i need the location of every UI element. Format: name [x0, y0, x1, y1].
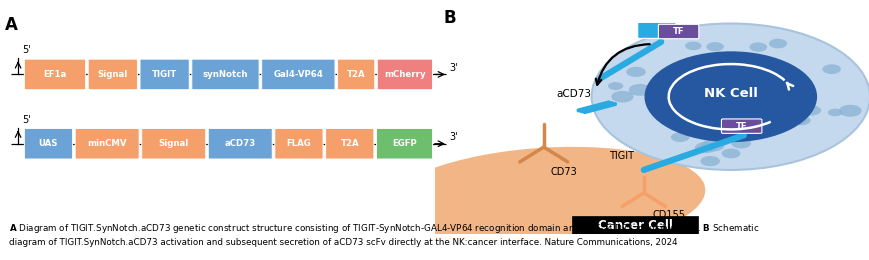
Circle shape: [646, 93, 662, 101]
Text: TF: TF: [735, 122, 746, 131]
FancyBboxPatch shape: [325, 128, 374, 159]
Circle shape: [800, 105, 820, 116]
Circle shape: [700, 156, 720, 166]
Circle shape: [700, 139, 724, 152]
FancyBboxPatch shape: [637, 22, 675, 38]
FancyBboxPatch shape: [376, 128, 432, 159]
Text: NK Cell: NK Cell: [703, 87, 757, 100]
Text: EF1a: EF1a: [43, 70, 67, 79]
Circle shape: [666, 65, 683, 74]
FancyBboxPatch shape: [140, 59, 189, 90]
FancyBboxPatch shape: [88, 59, 137, 90]
Text: mCherry: mCherry: [384, 70, 425, 79]
Text: B: B: [443, 9, 456, 27]
Circle shape: [628, 84, 651, 96]
Text: UAS: UAS: [39, 139, 58, 148]
Circle shape: [644, 51, 816, 142]
Text: TIGIT: TIGIT: [608, 151, 634, 161]
Circle shape: [684, 42, 700, 50]
Text: $\bf{A}$ Diagram of TIGIT.SynNotch.aCD73 genetic construct structure consisting : $\bf{A}$ Diagram of TIGIT.SynNotch.aCD73…: [9, 222, 759, 246]
FancyBboxPatch shape: [337, 59, 375, 90]
Text: EGFP: EGFP: [392, 139, 416, 148]
Text: FLAG: FLAG: [286, 139, 311, 148]
FancyBboxPatch shape: [262, 59, 335, 90]
Text: 3': 3': [448, 132, 457, 142]
FancyBboxPatch shape: [208, 128, 272, 159]
Circle shape: [821, 64, 840, 74]
Text: aCD73: aCD73: [556, 89, 591, 99]
Circle shape: [706, 42, 723, 51]
Text: synNotch: synNotch: [202, 70, 248, 79]
Text: Gal4-VP64: Gal4-VP64: [273, 70, 323, 79]
Text: Signal: Signal: [158, 139, 189, 148]
Text: T2A: T2A: [340, 139, 359, 148]
Text: 5': 5': [23, 46, 31, 55]
FancyBboxPatch shape: [720, 119, 761, 133]
Text: CD73: CD73: [550, 166, 576, 177]
Circle shape: [838, 105, 860, 117]
Text: 3': 3': [448, 63, 457, 73]
FancyBboxPatch shape: [24, 59, 85, 90]
Circle shape: [607, 82, 622, 90]
FancyBboxPatch shape: [275, 128, 322, 159]
Circle shape: [827, 109, 841, 116]
Circle shape: [670, 132, 689, 142]
Text: TIGIT: TIGIT: [152, 70, 177, 79]
FancyBboxPatch shape: [142, 128, 205, 159]
Text: A: A: [4, 16, 17, 34]
Circle shape: [748, 42, 766, 52]
FancyBboxPatch shape: [191, 59, 259, 90]
FancyBboxPatch shape: [377, 59, 432, 90]
Text: Cancer Cell: Cancer Cell: [597, 219, 672, 232]
Circle shape: [626, 67, 645, 77]
Text: aCD73: aCD73: [224, 139, 255, 148]
Circle shape: [786, 108, 807, 118]
FancyBboxPatch shape: [658, 24, 698, 39]
Text: minCMV: minCMV: [87, 139, 127, 148]
Text: TF: TF: [672, 27, 684, 36]
Circle shape: [694, 142, 715, 153]
FancyBboxPatch shape: [572, 216, 697, 234]
Ellipse shape: [381, 147, 705, 252]
FancyBboxPatch shape: [24, 128, 72, 159]
Circle shape: [787, 114, 806, 124]
Text: Signal: Signal: [97, 70, 128, 79]
Text: T2A: T2A: [347, 70, 365, 79]
Circle shape: [660, 73, 675, 81]
Circle shape: [791, 115, 810, 125]
Circle shape: [731, 138, 750, 148]
Text: 5': 5': [23, 115, 31, 125]
FancyBboxPatch shape: [75, 128, 139, 159]
Circle shape: [591, 23, 869, 170]
Circle shape: [721, 148, 740, 158]
Text: CD155: CD155: [652, 210, 685, 220]
Circle shape: [768, 39, 786, 48]
Circle shape: [611, 91, 633, 102]
